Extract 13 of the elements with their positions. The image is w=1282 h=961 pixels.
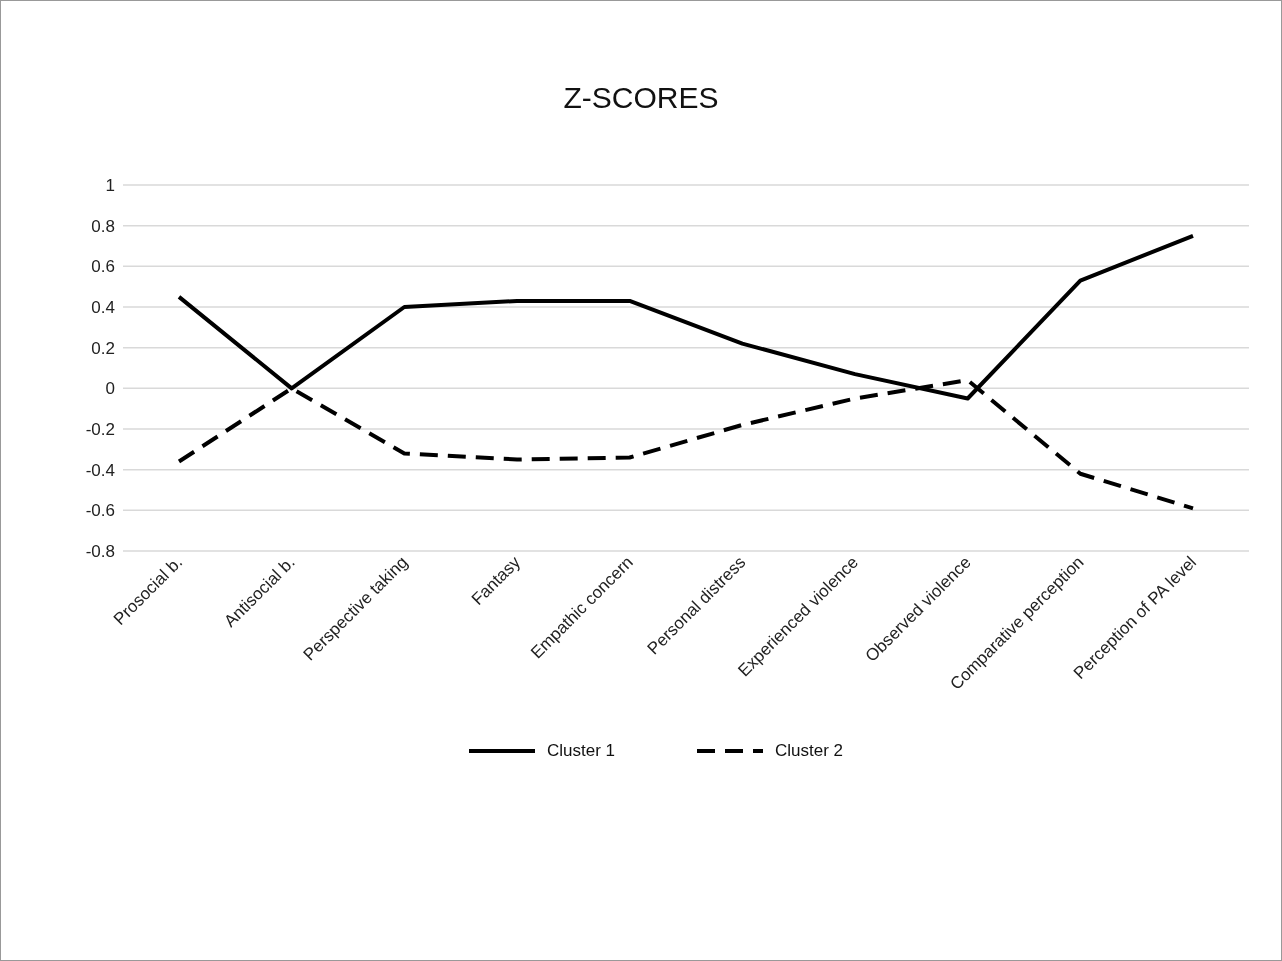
y-tick-label: 1 xyxy=(105,176,115,196)
legend-label: Cluster 2 xyxy=(775,741,844,761)
y-tick-label: -0.2 xyxy=(85,420,115,440)
y-tick-label: 0.8 xyxy=(91,216,115,236)
y-tick-label: 0.6 xyxy=(91,257,115,277)
y-tick-label: -0.4 xyxy=(85,460,115,480)
legend-label: Cluster 1 xyxy=(546,741,615,761)
y-tick-label: 0 xyxy=(105,379,115,399)
chart-title: Z-SCORES xyxy=(562,81,720,115)
y-tick-label: -0.6 xyxy=(85,501,115,521)
y-tick-label: 0.4 xyxy=(91,298,115,318)
y-tick-label: 0.2 xyxy=(91,338,115,358)
y-tick-label: -0.8 xyxy=(85,542,115,562)
